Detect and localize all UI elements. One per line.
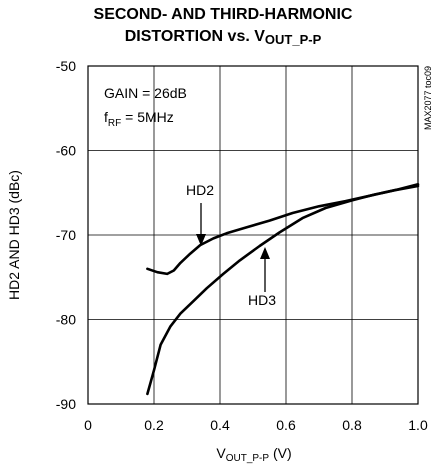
y-tick-labels: -50 -60 -70 -80 -90 <box>56 58 76 412</box>
y-axis-label: HD2 AND HD3 (dBc) <box>6 170 22 300</box>
frf-rest: = 5MHz <box>121 109 174 125</box>
hd3-series-line <box>146 183 420 396</box>
x-tick-label: 0.4 <box>210 417 230 433</box>
x-axis-label: VOUT_P-P (V) <box>216 445 291 464</box>
x-tick-labels: 0 0.2 0.4 0.6 0.8 1.0 <box>84 417 428 433</box>
y-tick-label: -70 <box>56 227 76 243</box>
x-tick-label: 0.6 <box>276 417 296 433</box>
x-axis-label-unit: (V) <box>269 445 292 461</box>
x-tick-label: 0.8 <box>342 417 362 433</box>
figure-code: MAX2077 toc09 <box>423 66 433 130</box>
x-tick-label: 0 <box>84 417 92 433</box>
x-tick-label: 1.0 <box>408 417 428 433</box>
frf-main: f <box>104 109 108 125</box>
gain-annotation: GAIN = 26dB <box>104 85 187 101</box>
chart-title-line2: DISTORTION vs. VOUT_P-P <box>0 28 446 47</box>
frf-subscript: RF <box>108 118 121 129</box>
frf-annotation: fRF = 5MHz <box>104 109 174 129</box>
hd2-label: HD2 <box>186 182 214 198</box>
x-tick-label: 0.2 <box>144 417 164 433</box>
chart-title-subscript: OUT_P-P <box>264 32 322 47</box>
hd2-arrow-head <box>196 234 206 246</box>
series-group <box>146 183 420 396</box>
y-tick-label: -90 <box>56 396 76 412</box>
hd3-label: HD3 <box>248 292 276 308</box>
y-tick-label: -50 <box>56 58 76 74</box>
x-axis-label-subscript: OUT_P-P <box>226 453 270 464</box>
chart-title-main: DISTORTION vs. V <box>124 28 265 45</box>
plot-frame <box>87 65 419 405</box>
chart-title-line1: SECOND- AND THIRD-HARMONIC <box>93 6 353 23</box>
y-tick-label: -60 <box>56 143 76 159</box>
hd3-arrow-head <box>260 247 270 259</box>
y-tick-label: -80 <box>56 312 76 328</box>
x-axis-label-main: V <box>216 445 226 461</box>
